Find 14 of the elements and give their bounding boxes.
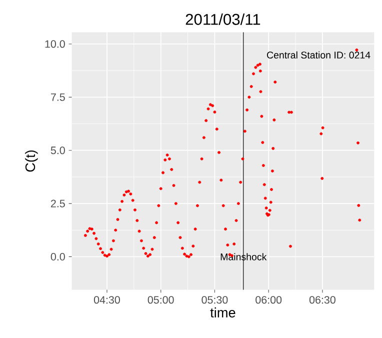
- x-tick-label: 06:00: [256, 296, 282, 304]
- x-tick-label: 05:30: [202, 296, 228, 304]
- chart-title: 2011/03/11: [186, 14, 260, 26]
- y-tick-label: 10.0: [45, 40, 65, 48]
- y-tick-label: 7.5: [51, 94, 65, 102]
- y-axis-title: C(t): [25, 150, 38, 172]
- y-tick-label: 2.5: [50, 200, 65, 208]
- y-tick-label: 0.0: [50, 253, 65, 261]
- x-tick-label: 04:30: [94, 296, 120, 304]
- x-tick-label: 05:00: [148, 296, 174, 304]
- x-axis-title: time: [210, 308, 236, 318]
- y-tick-label: 5.0: [50, 146, 65, 154]
- annotation: Central Station ID: 0214: [267, 52, 370, 59]
- x-tick-label: 06:30: [309, 296, 336, 304]
